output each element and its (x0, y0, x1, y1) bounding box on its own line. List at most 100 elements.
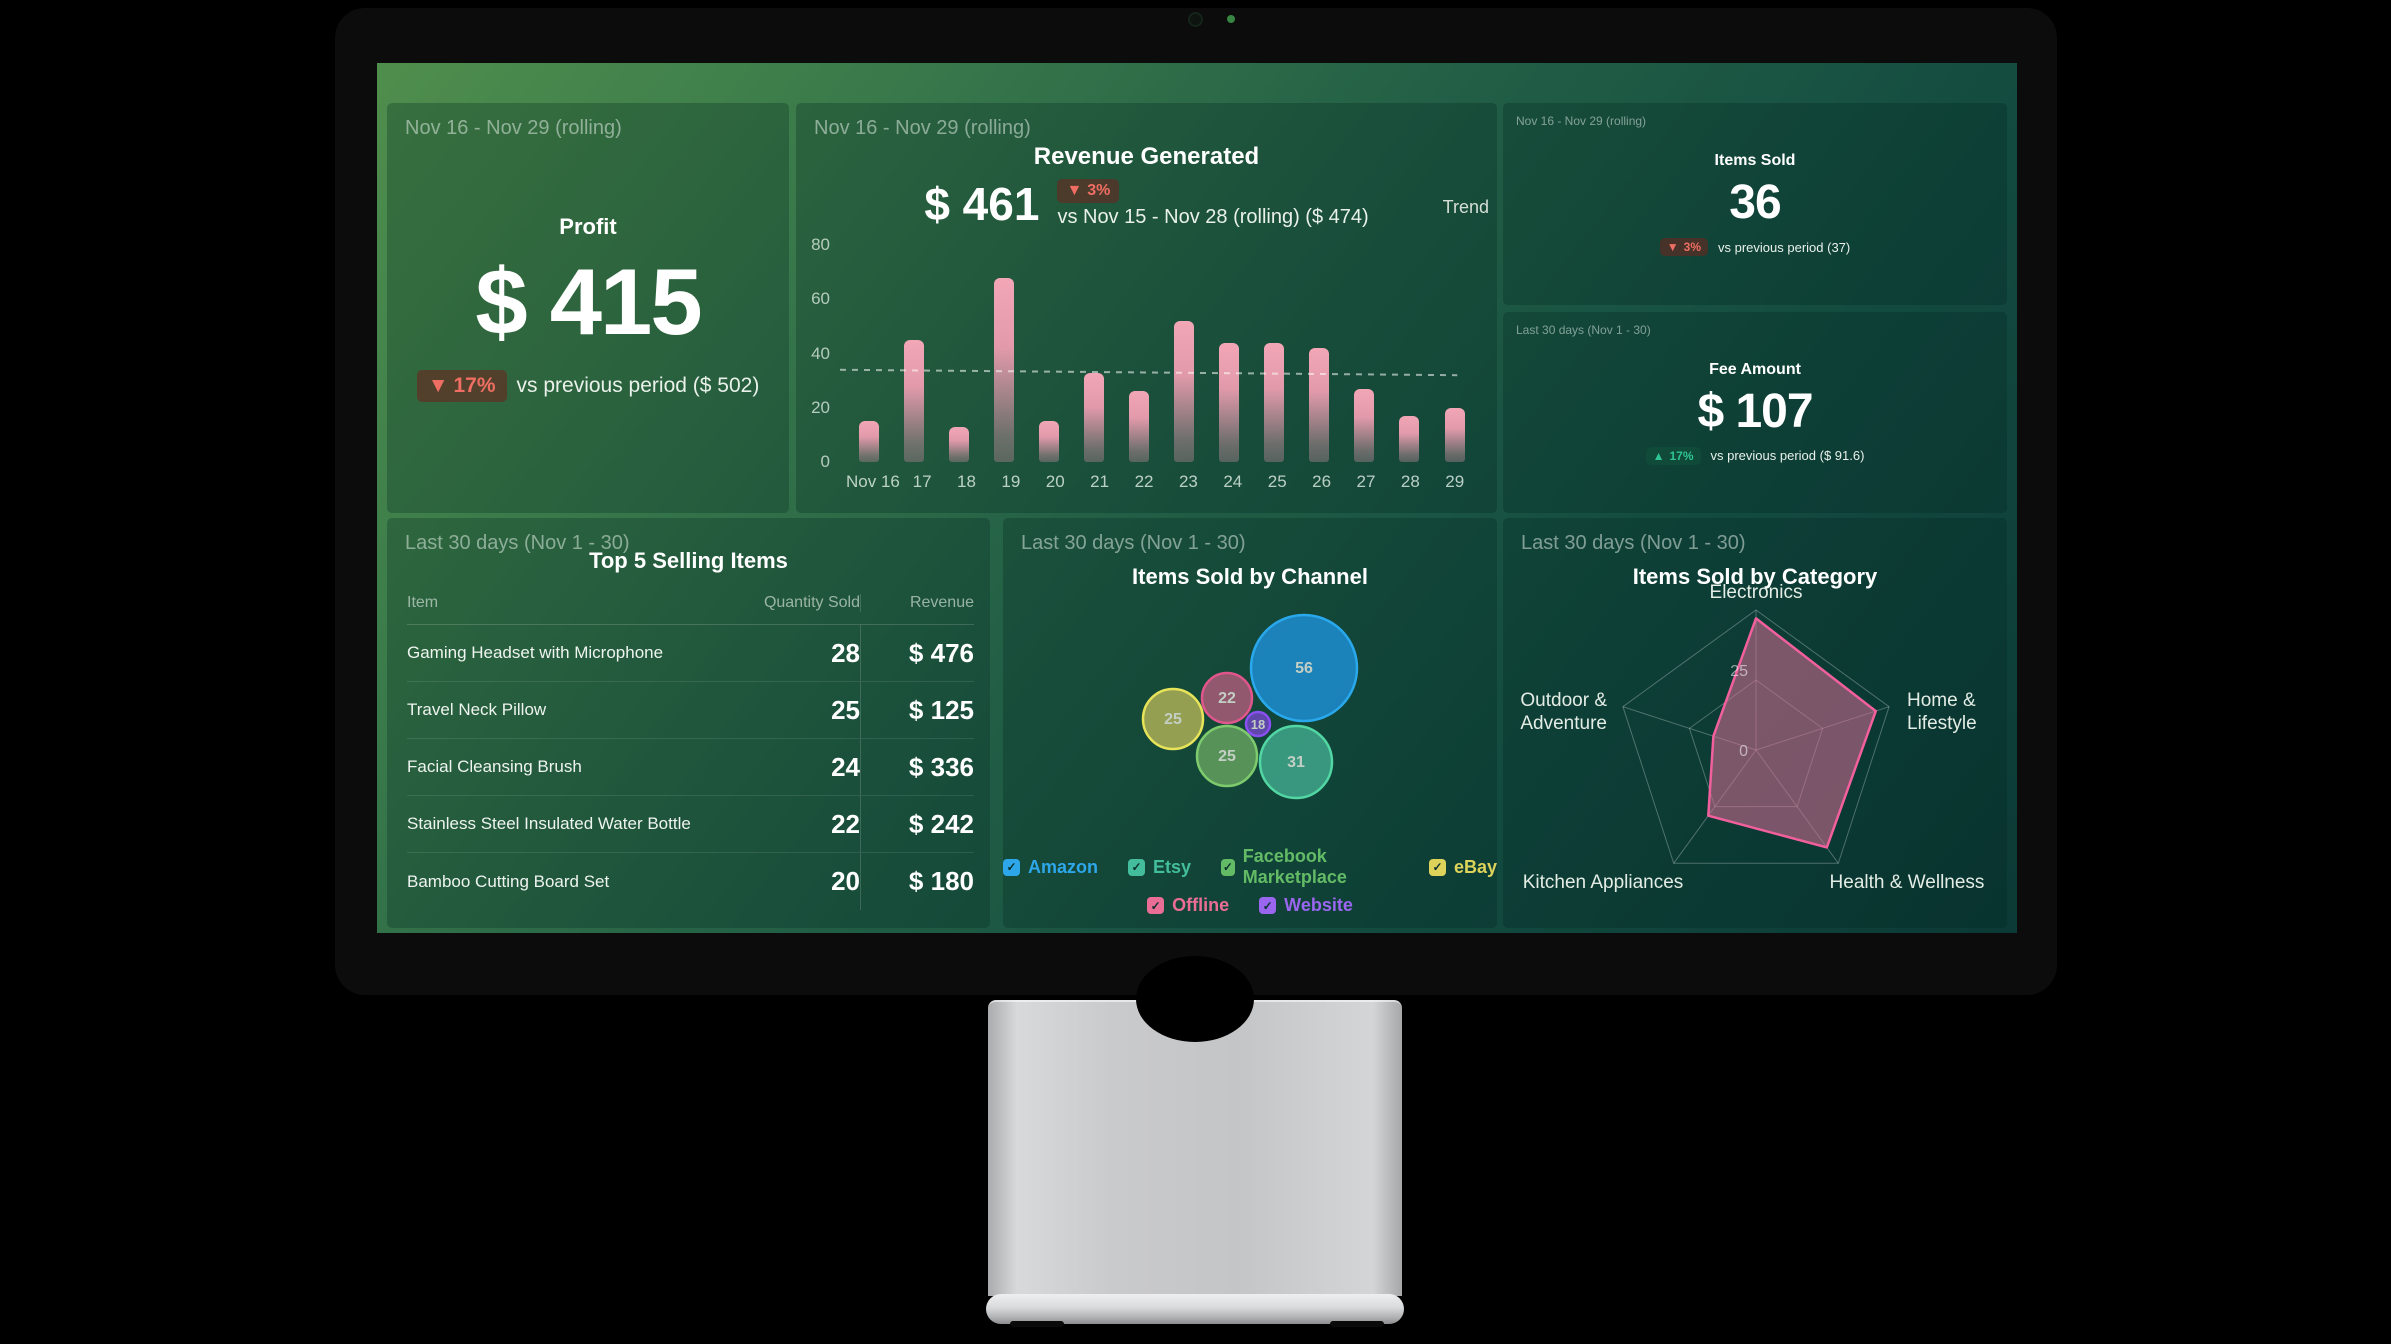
revenue-cell: $ 336 (860, 739, 974, 795)
revenue-cell: $ 242 (860, 796, 974, 852)
stand-cable-notch (1136, 956, 1254, 1042)
legend-label: Facebook Marketplace (1242, 846, 1347, 887)
bar-slot (1162, 245, 1207, 462)
bar-slot (1071, 245, 1116, 462)
bar (858, 421, 879, 462)
bubble-offline (1200, 671, 1254, 725)
monitor-stand (988, 1000, 1402, 1296)
x-tick-label: 22 (1134, 472, 1154, 491)
date-range-label: Last 30 days (Nov 1 - 30) (1521, 532, 1746, 554)
table-body: Gaming Headset with Microphone 28 $ 476 Tra… (407, 625, 974, 910)
bubble-ebay (1141, 687, 1205, 751)
y-tick-label: 0 (820, 452, 830, 471)
bubble-chart: 56 31 25 25 22 18 (1141, 613, 1359, 800)
bubble-value-label: 56 (1295, 660, 1313, 677)
dashboard-screen: Nov 16 - Nov 29 (rolling) Profit $ 415 ▼… (377, 63, 2017, 933)
table-row: Travel Neck Pillow 25 $ 125 (407, 682, 974, 739)
kpi-title: Items Sold (1714, 152, 1796, 169)
x-axis: Nov 16 17 18 19 20 21 22 23 24 25 26 27 28 29 (840, 472, 1483, 492)
x-tick-label: 28 (1400, 472, 1420, 491)
y-axis: 0 20 40 60 80 (796, 235, 840, 471)
quantity-cell: 24 (831, 751, 860, 782)
legend-item-facebook-marketplace[interactable]: ✓ Facebook Marketplace (1221, 846, 1399, 888)
legend-item-amazon[interactable]: ✓ Amazon (1003, 846, 1098, 888)
legend-item-offline[interactable]: ✓ Offline (1147, 895, 1229, 916)
date-range-label: Last 30 days (Nov 1 - 30) (1021, 532, 1246, 554)
delta-badge: ▼ 17% (416, 370, 507, 402)
delta-badge: ▼ 3% (1057, 179, 1120, 203)
legend-row: ✓ Offline ✓ Website (1147, 895, 1353, 916)
bubble-etsy (1258, 724, 1334, 800)
chart-legend: ✓ Amazon ✓ Etsy ✓ Facebook Marketplace ✓ eBay ✓ O… (1003, 846, 1497, 916)
radar-axis-label: Outdoor & Adventure (1520, 690, 1607, 734)
date-range-label: Nov 16 - Nov 29 (rolling) (1516, 114, 1647, 128)
bar-slot (1342, 245, 1387, 462)
table-row: Stainless Steel Insulated Water Bottle 22… (407, 796, 974, 853)
kpi-title: Profit (559, 214, 617, 239)
legend-item-ebay[interactable]: ✓ eBay (1428, 846, 1497, 888)
x-tick-label: 20 (1045, 472, 1065, 491)
delta-value: 3% (1683, 240, 1701, 254)
bubble-website (1244, 710, 1272, 738)
x-tick-label: 24 (1223, 472, 1243, 491)
table-header-row: Item Quantity Sold Revenue (407, 594, 974, 625)
bar (993, 277, 1014, 462)
bar (1129, 391, 1149, 462)
chart-title: Revenue Generated (1033, 143, 1260, 170)
bubble-value-label: 31 (1287, 754, 1305, 771)
column-header-quantity: Quantity Sold (763, 594, 860, 611)
checkbox-checked-icon[interactable]: ✓ (1221, 858, 1235, 876)
bar-slot (846, 245, 891, 462)
quantity-cell: 25 (831, 694, 860, 725)
delta-value: 3% (1087, 182, 1111, 199)
category-radar-tile: Last 30 days (Nov 1 - 30) Items Sold by … (1503, 518, 2007, 928)
bar (1309, 348, 1330, 462)
webcam-icon (1188, 12, 1203, 27)
radar-grid-ring (1622, 609, 1890, 864)
checkbox-checked-icon[interactable]: ✓ (1128, 858, 1146, 876)
table-row: Facial Cleansing Brush 24 $ 336 (407, 739, 974, 796)
table-row: Gaming Headset with Microphone 28 $ 476 (407, 625, 974, 682)
items-sold-tile: Nov 16 - Nov 29 (rolling) Items Sold 36 … (1503, 103, 2007, 305)
channel-bubble-tile: Last 30 days (Nov 1 - 30) Items Sold by … (1003, 518, 1497, 928)
checkbox-checked-icon[interactable]: ✓ (1003, 858, 1020, 876)
top-items-table: Item Quantity Sold Revenue Gaming Headse… (407, 594, 974, 910)
chart-title: Items Sold by Category (1632, 564, 1878, 589)
fee-amount-tile: Last 30 days (Nov 1 - 30) Fee Amount $ 1… (1503, 312, 2007, 513)
kpi-value: $ 415 (475, 249, 702, 354)
x-tick-label: 18 (957, 472, 976, 491)
x-tick-label: 17 (912, 472, 932, 491)
chart-title: Items Sold by Channel (1132, 564, 1368, 589)
bubble-value-label: 22 (1218, 690, 1236, 707)
legend-label: Amazon (1028, 856, 1099, 877)
radar-axis-label: Kitchen Appliances (1523, 872, 1684, 893)
bar-slot (1432, 245, 1477, 462)
bar-slot (1026, 245, 1071, 462)
comparison-text: vs previous period ($ 502) (516, 374, 760, 397)
arrow-down-icon: ▼ (427, 374, 449, 397)
bubble-facebook-marketplace (1195, 724, 1259, 788)
y-tick-label: 80 (811, 235, 830, 254)
checkbox-checked-icon[interactable]: ✓ (1147, 897, 1165, 914)
checkbox-checked-icon[interactable]: ✓ (1259, 897, 1277, 914)
bar (903, 339, 924, 462)
bubble-value-label: 18 (1251, 717, 1265, 732)
legend-item-website[interactable]: ✓ Website (1259, 895, 1353, 916)
item-name-cell: Stainless Steel Insulated Water Bottle (407, 814, 691, 833)
item-name-cell: Travel Neck Pillow (407, 700, 547, 719)
y-tick-label: 60 (811, 289, 830, 309)
checkbox-checked-icon[interactable]: ✓ (1428, 858, 1446, 876)
legend-label: Website (1284, 895, 1353, 915)
legend-item-etsy[interactable]: ✓ Etsy (1128, 846, 1191, 888)
bar (948, 426, 969, 462)
bar (1354, 388, 1375, 462)
date-range-label: Nov 16 - Nov 29 (rolling) (405, 117, 622, 139)
y-tick-label: 40 (811, 343, 830, 363)
legend-row: ✓ Amazon ✓ Etsy ✓ Facebook Marketplace ✓ eBay (1003, 846, 1497, 888)
quantity-cell: 28 (831, 637, 860, 668)
bar (1264, 342, 1285, 462)
revenue-cell: $ 180 (860, 853, 974, 910)
trend-line (839, 368, 1458, 377)
radar-axis-label: Electronics (1710, 582, 1803, 603)
